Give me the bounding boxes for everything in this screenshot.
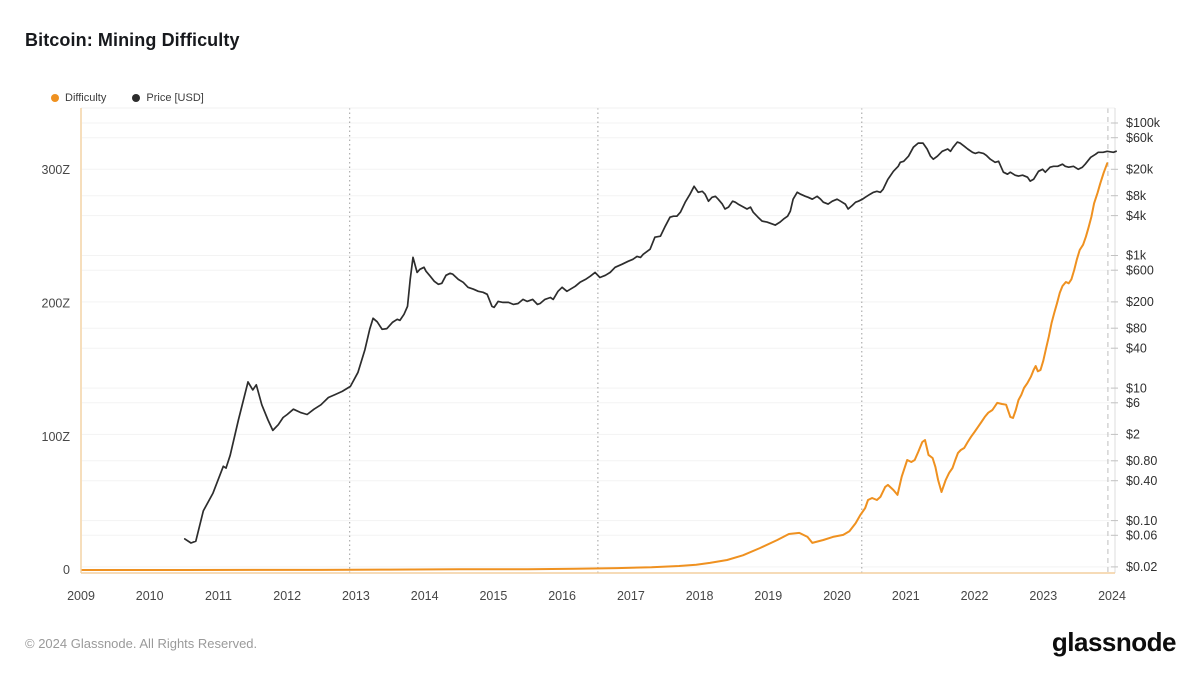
y-axis-label-right: $6: [1126, 396, 1140, 410]
x-axis-label: 2011: [205, 589, 232, 603]
y-axis-label-right: $80: [1126, 321, 1147, 335]
x-axis-label: 2015: [479, 589, 507, 603]
y-axis-label-right: $600: [1126, 263, 1154, 277]
y-axis-label-right: $0.06: [1126, 529, 1157, 543]
y-axis-label-right: $0.40: [1126, 474, 1157, 488]
y-axis-label-left: 0: [63, 563, 70, 577]
difficulty-series-line: [81, 162, 1109, 571]
y-axis-label-right: $60k: [1126, 131, 1154, 145]
difficulty-swatch-icon: [51, 94, 59, 102]
copyright-text: © 2024 Glassnode. All Rights Reserved.: [25, 636, 258, 651]
x-axis-label: 2018: [686, 589, 714, 603]
y-axis-label-right: $4k: [1126, 209, 1147, 223]
x-axis-label: 2013: [342, 589, 370, 603]
y-axis-label-right: $20k: [1126, 163, 1154, 177]
x-axis-label: 2022: [961, 589, 989, 603]
price-series-line: [183, 141, 1117, 544]
x-axis-label: 2010: [136, 589, 164, 603]
x-axis-label: 2023: [1029, 589, 1057, 603]
legend-label-price: Price [USD]: [146, 92, 204, 104]
y-axis-label-right: $0.10: [1126, 514, 1157, 528]
y-axis-label-left: 100Z: [42, 430, 71, 444]
legend-item-difficulty[interactable]: Difficulty: [51, 92, 106, 104]
glassnode-logo: glassnode: [1051, 627, 1177, 657]
y-axis-label-right: $8k: [1126, 189, 1147, 203]
y-axis-label-right: $40: [1126, 341, 1147, 355]
y-axis-label-right: $2: [1126, 428, 1140, 442]
y-axis-label-right: $0.80: [1126, 454, 1157, 468]
x-axis-label: 2021: [892, 589, 920, 603]
x-axis-label: 2020: [823, 589, 851, 603]
y-axis-label-right: $100k: [1126, 116, 1161, 130]
x-axis-label: 2019: [754, 589, 782, 603]
x-axis-label: 2016: [548, 589, 576, 603]
x-axis-label: 2017: [617, 589, 645, 603]
page-title: Bitcoin: Mining Difficulty: [25, 30, 240, 50]
x-axis-label: 2009: [67, 589, 95, 603]
x-axis-label: 2014: [411, 589, 439, 603]
y-axis-label-right: $0.02: [1126, 560, 1157, 574]
price-swatch-icon: [132, 94, 141, 102]
y-axis-label-left: 300Z: [42, 163, 71, 177]
y-axis-label-left: 200Z: [42, 297, 71, 311]
y-axis-label-right: $200: [1126, 295, 1154, 309]
chart-legend: Difficulty Price [USD]: [51, 92, 204, 104]
x-axis-label: 2012: [273, 589, 301, 603]
y-axis-label-right: $10: [1126, 381, 1147, 395]
legend-item-price[interactable]: Price [USD]: [132, 92, 204, 104]
y-axis-label-right: $1k: [1126, 249, 1147, 263]
x-axis-label: 2024: [1098, 589, 1126, 603]
legend-label-difficulty: Difficulty: [65, 92, 107, 104]
